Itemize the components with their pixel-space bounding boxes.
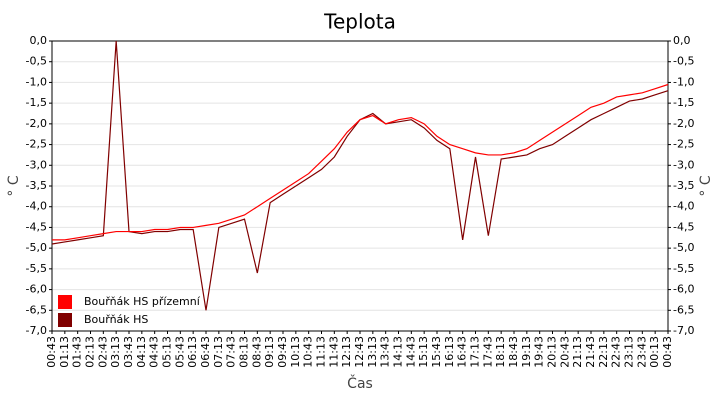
y2-tick-label: 0,0 (673, 34, 691, 47)
x-tick-label: 02:43 (96, 336, 109, 368)
y2-tick-label: -4,5 (673, 220, 694, 233)
y-tick-label: -1,0 (26, 75, 47, 88)
y2-tick-label: -5,5 (673, 262, 694, 275)
x-tick-label: 19:13 (520, 336, 533, 368)
y2-tick-label: -5,0 (673, 241, 694, 254)
y-tick-label: -5,5 (26, 262, 47, 275)
legend-label: Bouřňák HS (84, 313, 148, 326)
legend-swatch (58, 295, 72, 309)
y-tick-label: 0,0 (30, 34, 48, 47)
x-tick-label: 17:43 (481, 336, 494, 368)
x-tick-label: 13:13 (366, 336, 379, 368)
x-tick-label: 07:43 (225, 336, 238, 368)
x-tick-label: 06:43 (199, 336, 212, 368)
y-tick-label: -7,0 (26, 324, 47, 337)
x-tick-label: 08:13 (238, 336, 251, 368)
x-tick-label: 14:13 (392, 336, 405, 368)
y2-tick-label: -1,0 (673, 75, 694, 88)
x-tick-label: 00:13 (648, 336, 661, 368)
y2-tick-label: -0,5 (673, 55, 694, 68)
y-tick-label: -4,0 (26, 200, 47, 213)
x-tick-label: 05:43 (173, 336, 186, 368)
x-tick-label: 11:43 (327, 336, 340, 368)
y2-tick-label: -3,5 (673, 179, 694, 192)
y2-axis-title: ° C (698, 175, 714, 196)
y-tick-label: -3,0 (26, 158, 47, 171)
plot-frame (51, 40, 669, 332)
x-tick-label: 19:43 (533, 336, 546, 368)
x-tick-label: 17:13 (469, 336, 482, 368)
x-tick-label: 09:43 (276, 336, 289, 368)
legend-swatch (58, 313, 72, 327)
x-axis-title: Čas (347, 374, 373, 392)
x-tick-label: 00:43 (45, 336, 58, 368)
x-tick-label: 23:43 (635, 336, 648, 368)
y2-tick-label: -1,5 (673, 96, 694, 109)
x-tick-label: 00:43 (661, 336, 674, 368)
y2-tick-label: -6,5 (673, 303, 694, 316)
series-line (52, 83, 669, 241)
y2-tick-label: -2,5 (673, 138, 694, 151)
x-tick-label: 22:43 (610, 336, 623, 368)
y-tick-label: -2,5 (26, 138, 47, 151)
x-tick-label: 20:13 (546, 336, 559, 368)
x-tick-label: 12:13 (340, 336, 353, 368)
x-tick-label: 02:13 (84, 336, 97, 368)
x-tick-label: 08:43 (250, 336, 263, 368)
y-tick-label: -0,5 (26, 55, 47, 68)
x-tick-label: 16:13 (443, 336, 456, 368)
x-tick-label: 16:43 (456, 336, 469, 368)
x-tick-label: 04:13 (135, 336, 148, 368)
chart-title: Teplota (323, 10, 396, 34)
y-tick-label: -1,5 (26, 96, 47, 109)
x-tick-label: 11:13 (315, 336, 328, 368)
x-tick-label: 01:13 (58, 336, 71, 368)
x-tick-label: 23:13 (623, 336, 636, 368)
x-tick-label: 09:13 (263, 336, 276, 368)
x-tick-label: 18:43 (507, 336, 520, 368)
y2-tick-label: -4,0 (673, 200, 694, 213)
y-tick-label: -5,0 (26, 241, 47, 254)
x-tick-label: 15:43 (430, 336, 443, 368)
x-tick-label: 13:43 (379, 336, 392, 368)
y2-tick-label: -3,0 (673, 158, 694, 171)
x-tick-label: 22:13 (597, 336, 610, 368)
y-axis-title: ° C (6, 175, 22, 196)
y2-tick-label: -2,0 (673, 117, 694, 130)
y-tick-label: -3,5 (26, 179, 47, 192)
x-tick-label: 14:43 (404, 336, 417, 368)
y-tick-label: -6,5 (26, 303, 47, 316)
x-tick-label: 07:13 (212, 336, 225, 368)
x-tick-label: 06:13 (186, 336, 199, 368)
x-tick-label: 10:43 (302, 336, 315, 368)
x-tick-label: 21:13 (571, 336, 584, 368)
y-tick-label: -6,0 (26, 283, 47, 296)
x-tick-label: 15:13 (417, 336, 430, 368)
series-line (51, 40, 669, 311)
x-tick-label: 03:43 (122, 336, 135, 368)
x-tick-label: 21:43 (584, 336, 597, 368)
legend-label: Bouřňák HS přízemní (84, 295, 201, 308)
y2-tick-label: -6,0 (673, 283, 694, 296)
y-tick-label: -2,0 (26, 117, 47, 130)
x-tick-label: 01:43 (71, 336, 84, 368)
x-tick-label: 12:43 (353, 336, 366, 368)
y-tick-label: -4,5 (26, 220, 47, 233)
x-tick-label: 04:43 (148, 336, 161, 368)
x-tick-label: 18:13 (494, 336, 507, 368)
y2-tick-label: -7,0 (673, 324, 694, 337)
x-tick-label: 20:43 (558, 336, 571, 368)
x-tick-label: 10:13 (289, 336, 302, 368)
x-tick-label: 03:13 (109, 336, 122, 368)
x-tick-label: 05:13 (161, 336, 174, 368)
